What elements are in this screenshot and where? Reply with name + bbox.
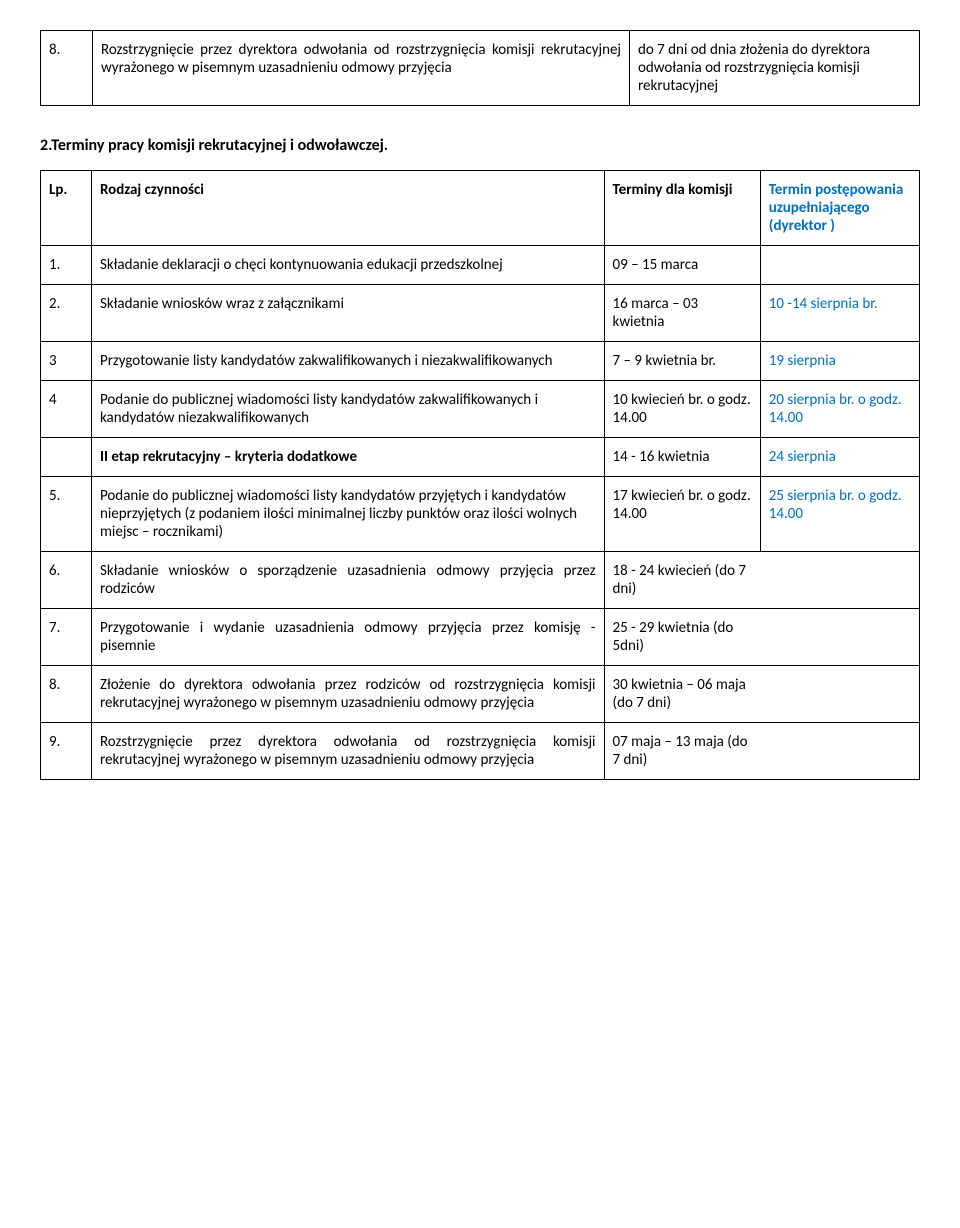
table-row: 8. Złożenie do dyrektora odwołania przez… <box>41 666 920 723</box>
cell-activity: Składanie wniosków o sporządzenie uzasad… <box>91 552 604 609</box>
cell-lp: 7. <box>41 609 92 666</box>
cell-extra <box>760 246 919 285</box>
cell-activity: II etap rekrutacyjny – kryteria dodatkow… <box>91 438 604 477</box>
cell-extra: 19 sierpnia <box>760 342 919 381</box>
cell-extra: 10 -14 sierpnia br. <box>760 285 919 342</box>
table-row: 4 Podanie do publicznej wiadomości listy… <box>41 381 920 438</box>
table-row: 3 Przygotowanie listy kandydatów zakwali… <box>41 342 920 381</box>
cell-lp: 6. <box>41 552 92 609</box>
header-lp: Lp. <box>41 171 92 246</box>
cell-date: 09 – 15 marca <box>604 246 760 285</box>
cell-date-merged: 07 maja – 13 maja (do 7 dni) <box>604 723 760 780</box>
header-extra: Termin postępowania uzupełniającego (dyr… <box>760 171 919 246</box>
cell-date: do 7 dni od dnia złożenia do dyrektora o… <box>630 31 920 106</box>
cell-activity: Składanie wniosków wraz z załącznikami <box>91 285 604 342</box>
cell-date-merged: 25 - 29 kwietnia (do 5dni) <box>604 609 760 666</box>
cell-extra-empty <box>760 723 919 780</box>
cell-date: 16 marca – 03 kwietnia <box>604 285 760 342</box>
cell-activity: Podanie do publicznej wiadomości listy k… <box>91 477 604 552</box>
table-row: 8. Rozstrzygnięcie przez dyrektora odwoł… <box>41 31 920 106</box>
cell-date: 14 - 16 kwietnia <box>604 438 760 477</box>
cell-lp <box>41 438 92 477</box>
cell-lp: 2. <box>41 285 92 342</box>
cell-activity: Podanie do publicznej wiadomości listy k… <box>91 381 604 438</box>
cell-date-merged: 18 - 24 kwiecień (do 7 dni) <box>604 552 760 609</box>
cell-lp: 1. <box>41 246 92 285</box>
table-rozstrzygniecie: 8. Rozstrzygnięcie przez dyrektora odwoł… <box>40 30 920 106</box>
cell-extra: 25 sierpnia br. o godz. 14.00 <box>760 477 919 552</box>
cell-extra: 24 sierpnia <box>760 438 919 477</box>
cell-date: 17 kwiecień br. o godz. 14.00 <box>604 477 760 552</box>
table-row: 2. Składanie wniosków wraz z załącznikam… <box>41 285 920 342</box>
table-row: 5. Podanie do publicznej wiadomości list… <box>41 477 920 552</box>
cell-lp: 9. <box>41 723 92 780</box>
header-date: Terminy dla komisji <box>604 171 760 246</box>
table-row: 1. Składanie deklaracji o chęci kontynuo… <box>41 246 920 285</box>
cell-activity: Przygotowanie listy kandydatów zakwalifi… <box>91 342 604 381</box>
cell-activity: Składanie deklaracji o chęci kontynuowan… <box>91 246 604 285</box>
cell-date: 7 – 9 kwietnia br. <box>604 342 760 381</box>
cell-lp: 5. <box>41 477 92 552</box>
cell-activity: Przygotowanie i wydanie uzasadnienia odm… <box>91 609 604 666</box>
table-row: 9. Rozstrzygnięcie przez dyrektora odwoł… <box>41 723 920 780</box>
cell-extra-empty <box>760 552 919 609</box>
cell-date: 10 kwiecień br. o godz. 14.00 <box>604 381 760 438</box>
section-heading: 2.Terminy pracy komisji rekrutacyjnej i … <box>40 136 920 155</box>
cell-lp: 8. <box>41 666 92 723</box>
cell-lp: 3 <box>41 342 92 381</box>
cell-extra-empty <box>760 609 919 666</box>
cell-date-merged: 30 kwietnia – 06 maja (do 7 dni) <box>604 666 760 723</box>
cell-lp: 4 <box>41 381 92 438</box>
table-row: II etap rekrutacyjny – kryteria dodatkow… <box>41 438 920 477</box>
table-header-row: Lp. Rodzaj czynności Terminy dla komisji… <box>41 171 920 246</box>
cell-extra-empty <box>760 666 919 723</box>
table-row: 6. Składanie wniosków o sporządzenie uza… <box>41 552 920 609</box>
cell-activity: Złożenie do dyrektora odwołania przez ro… <box>91 666 604 723</box>
cell-activity: Rozstrzygnięcie przez dyrektora odwołani… <box>93 31 630 106</box>
cell-activity: Rozstrzygnięcie przez dyrektora odwołani… <box>91 723 604 780</box>
table-row: 7. Przygotowanie i wydanie uzasadnienia … <box>41 609 920 666</box>
cell-lp: 8. <box>41 31 93 106</box>
header-activity: Rodzaj czynności <box>91 171 604 246</box>
cell-extra: 20 sierpnia br. o godz. 14.00 <box>760 381 919 438</box>
table-terminy: Lp. Rodzaj czynności Terminy dla komisji… <box>40 170 920 780</box>
